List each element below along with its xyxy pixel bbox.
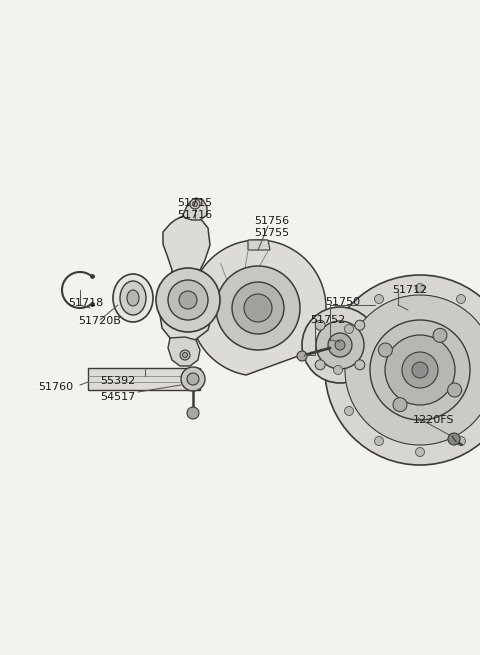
Circle shape: [187, 407, 199, 419]
Circle shape: [187, 373, 199, 385]
Circle shape: [335, 340, 345, 350]
Circle shape: [180, 350, 190, 360]
Text: 54517: 54517: [100, 392, 135, 402]
Circle shape: [355, 320, 365, 330]
Circle shape: [345, 407, 353, 415]
Circle shape: [456, 295, 466, 303]
Text: 55392: 55392: [100, 376, 135, 386]
Ellipse shape: [120, 281, 146, 315]
Circle shape: [345, 324, 353, 333]
Circle shape: [345, 295, 480, 445]
Circle shape: [456, 436, 466, 445]
Circle shape: [325, 275, 480, 465]
Circle shape: [297, 351, 307, 361]
Polygon shape: [248, 240, 270, 250]
Polygon shape: [88, 368, 200, 390]
Polygon shape: [168, 337, 200, 366]
Circle shape: [378, 343, 392, 357]
Polygon shape: [183, 198, 207, 220]
Circle shape: [448, 383, 462, 397]
Circle shape: [302, 307, 378, 383]
Circle shape: [179, 291, 197, 309]
Polygon shape: [190, 240, 326, 375]
Text: 51760: 51760: [38, 382, 73, 392]
Circle shape: [328, 333, 352, 357]
Text: 1220FS: 1220FS: [413, 415, 455, 425]
Text: 51712: 51712: [392, 285, 427, 295]
Circle shape: [416, 447, 424, 457]
Circle shape: [232, 282, 284, 334]
Circle shape: [216, 266, 300, 350]
Circle shape: [156, 268, 220, 332]
Circle shape: [190, 199, 200, 209]
Circle shape: [385, 335, 455, 405]
Circle shape: [370, 320, 470, 420]
Text: 51715
51716: 51715 51716: [178, 198, 213, 219]
Text: 51750: 51750: [325, 297, 360, 307]
Circle shape: [416, 284, 424, 293]
Circle shape: [448, 433, 460, 445]
Circle shape: [315, 320, 325, 330]
Text: 51756
51755: 51756 51755: [254, 216, 289, 238]
Circle shape: [334, 365, 343, 375]
Circle shape: [192, 202, 197, 206]
Text: 51718: 51718: [68, 298, 103, 308]
Circle shape: [412, 362, 428, 378]
Ellipse shape: [127, 290, 139, 306]
Polygon shape: [160, 215, 212, 342]
Circle shape: [182, 352, 188, 358]
Circle shape: [402, 352, 438, 388]
Text: 51720B: 51720B: [78, 316, 121, 326]
Circle shape: [393, 398, 407, 411]
Circle shape: [433, 328, 447, 343]
Circle shape: [316, 321, 364, 369]
Circle shape: [315, 360, 325, 370]
Circle shape: [168, 280, 208, 320]
Circle shape: [374, 295, 384, 303]
Text: 51752: 51752: [310, 315, 345, 325]
Circle shape: [355, 360, 365, 370]
Circle shape: [244, 294, 272, 322]
Circle shape: [181, 367, 205, 391]
Ellipse shape: [113, 274, 153, 322]
Circle shape: [374, 436, 384, 445]
